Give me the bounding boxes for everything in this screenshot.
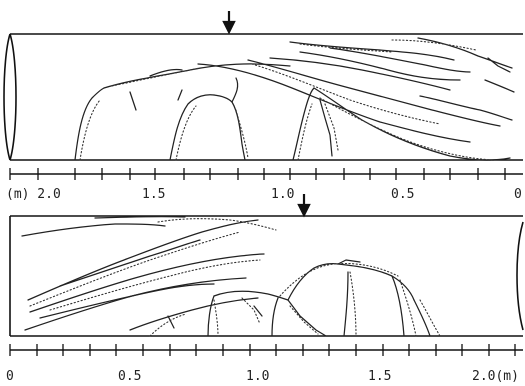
bottom-scale-label: 2.0(m): [472, 369, 519, 384]
top-load-arrow: [222, 11, 236, 35]
bottom-cracks-dotted: [29, 218, 441, 337]
top-cracks-dotted: [79, 39, 493, 161]
bottom-cracks-solid: [21, 215, 431, 337]
bottom-scale-label: 1.5: [368, 369, 391, 384]
top-beam-panel: (m) 2.0 1.5 1.0 0.5 0: [3, 11, 523, 202]
bottom-scale-label: 1.0: [246, 369, 269, 384]
bottom-load-arrow: [297, 194, 311, 218]
bottom-scale-label: 0: [6, 369, 14, 384]
top-scale-label: 0.5: [391, 187, 414, 202]
top-beam-outline: [3, 33, 523, 161]
top-scale-label: 0: [514, 187, 522, 202]
top-scale-label: (m) 2.0: [6, 187, 61, 202]
top-cracks-solid: [74, 37, 515, 161]
top-scale-label: 1.5: [142, 187, 165, 202]
bottom-scale-label: 0.5: [118, 369, 141, 384]
top-scale: (m) 2.0 1.5 1.0 0.5 0: [6, 168, 523, 202]
bottom-scale: 0 0.5 1.0 1.5 2.0(m): [6, 344, 523, 384]
bottom-beam-outline: [9, 215, 524, 337]
top-scale-label: 1.0: [271, 187, 294, 202]
bottom-beam-panel: 0 0.5 1.0 1.5 2.0(m): [6, 194, 524, 384]
